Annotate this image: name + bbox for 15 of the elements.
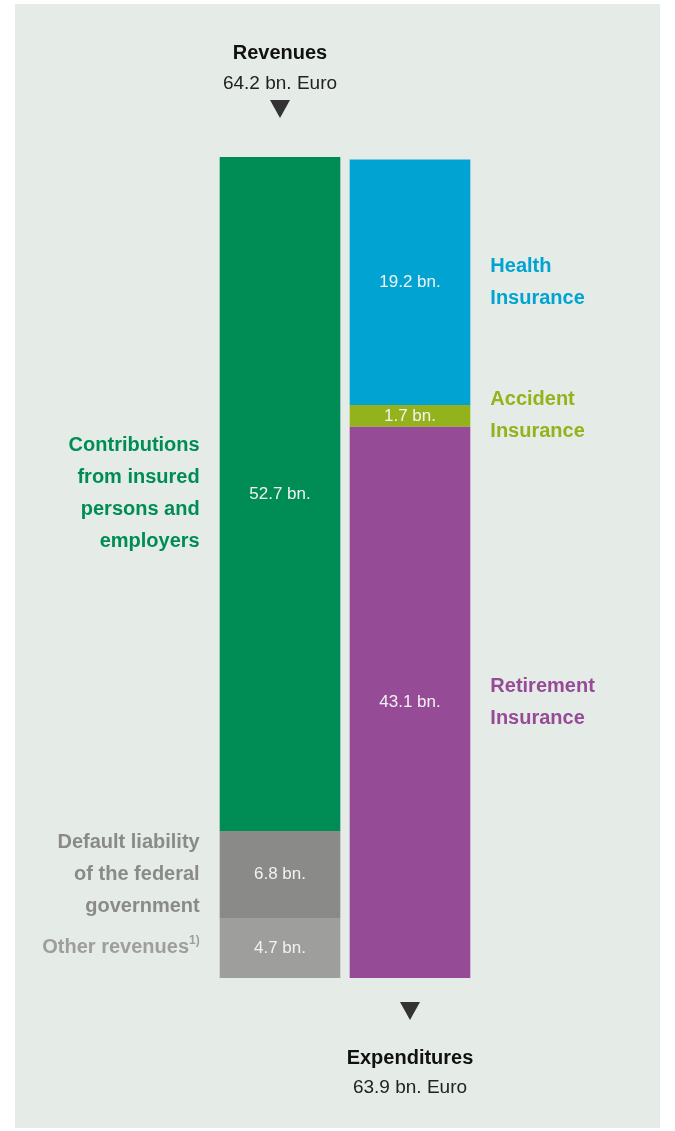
- text: Expenditures: [346, 1045, 474, 1068]
- series-label: Default liability of the federal government: [57, 829, 201, 916]
- data-label: 6.8 bn.: [254, 864, 307, 884]
- series-label: Retirement Insurance: [490, 673, 596, 728]
- data-label: 4.7 bn.: [254, 937, 307, 957]
- text: 63.9 bn. Euro: [352, 1076, 468, 1098]
- data-label: 43.1 bn.: [379, 692, 441, 712]
- text: 64.2 bn. Euro: [222, 72, 338, 94]
- data-label: 1.7 bn.: [384, 405, 437, 425]
- series-label: Accident Insurance: [490, 387, 585, 442]
- data-label: 52.7 bn.: [249, 483, 311, 503]
- text: Revenues: [232, 40, 328, 63]
- series-label: Health Insurance: [490, 253, 585, 308]
- series-label: Contributions from insured persons and employers: [68, 433, 200, 552]
- data-label: 19.2 bn.: [379, 272, 441, 292]
